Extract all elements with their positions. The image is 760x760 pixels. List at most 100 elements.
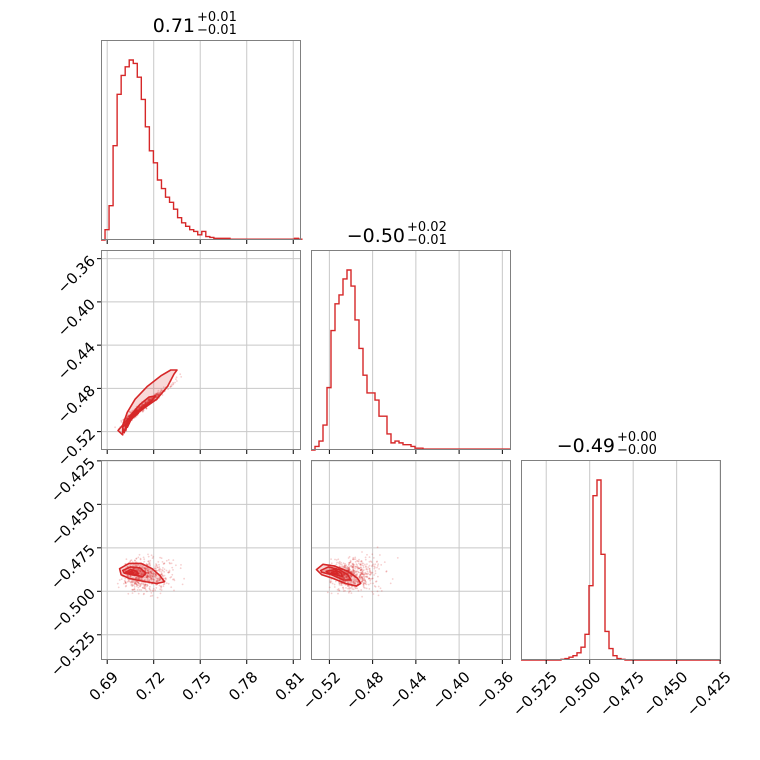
scatter-point <box>144 587 147 590</box>
scatter-point <box>160 585 162 588</box>
scatter-point <box>358 576 360 579</box>
scatter-point <box>359 576 361 578</box>
scatter-point <box>162 386 165 388</box>
y-tick-label: −0.525 <box>47 628 99 680</box>
scatter-point <box>362 583 365 586</box>
scatter-point <box>353 581 355 584</box>
scatter-point <box>350 565 353 568</box>
scatter-point <box>156 596 159 599</box>
scatter-point <box>348 567 351 570</box>
scatter-point <box>343 573 346 576</box>
scatter-point <box>158 578 161 581</box>
scatter-point <box>170 562 173 565</box>
scatter-point <box>140 573 143 576</box>
scatter-point <box>134 571 137 574</box>
scatter-point <box>149 570 152 572</box>
panel-background <box>521 460 721 660</box>
scatter-point <box>361 580 364 582</box>
scatter-point <box>337 558 340 561</box>
title-plus: +0.01 <box>197 10 237 25</box>
scatter-point <box>367 577 370 580</box>
scatter-point <box>147 553 149 556</box>
scatter-point <box>139 407 142 410</box>
scatter-point <box>359 563 362 565</box>
title-plus: +0.02 <box>407 220 447 235</box>
scatter-point <box>143 568 146 570</box>
scatter-point <box>143 558 146 561</box>
scatter-point <box>168 571 171 573</box>
scatter-point <box>135 565 138 567</box>
scatter-point <box>359 563 362 566</box>
scatter-point <box>146 567 149 570</box>
scatter-point <box>158 584 161 587</box>
scatter-point <box>147 578 149 580</box>
scatter-point <box>146 568 149 571</box>
scatter-point <box>127 575 130 577</box>
scatter-point <box>369 579 372 582</box>
scatter-point <box>360 569 362 572</box>
title-median: −0.50 <box>347 225 405 247</box>
scatter-point <box>345 575 348 578</box>
scatter-point <box>158 570 161 573</box>
scatter-point <box>172 381 174 384</box>
scatter-point <box>341 565 344 568</box>
scatter-point <box>348 567 350 569</box>
scatter-point <box>362 573 365 576</box>
scatter-point <box>139 570 142 572</box>
x-tick-label: −0.48 <box>342 668 387 713</box>
scatter-point <box>144 403 146 406</box>
scatter-point <box>396 557 399 559</box>
scatter-point <box>362 574 365 577</box>
scatter-point <box>158 577 161 579</box>
panel-title: −0.49 +0.00−0.00 <box>557 430 657 458</box>
scatter-point <box>159 578 162 581</box>
scatter-point <box>354 580 357 583</box>
scatter-point <box>351 566 354 569</box>
scatter-point <box>160 573 163 576</box>
scatter-point <box>357 571 360 573</box>
scatter-point <box>118 579 121 581</box>
scatter-point <box>362 585 365 588</box>
scatter-point <box>144 584 146 587</box>
scatter-point <box>146 575 149 578</box>
scatter-point <box>363 578 365 581</box>
scatter-point <box>351 565 354 568</box>
scatter-point <box>346 576 349 579</box>
scatter-point <box>145 407 148 410</box>
scatter-point <box>146 583 149 586</box>
scatter-point <box>140 572 142 574</box>
scatter-point <box>150 574 152 577</box>
scatter-point <box>135 577 138 580</box>
scatter-point <box>147 571 150 574</box>
scatter-point <box>361 572 363 575</box>
scatter-point <box>363 573 365 576</box>
scatter-point <box>155 563 157 565</box>
scatter-point <box>144 569 147 572</box>
scatter-point <box>127 415 129 418</box>
scatter-point <box>147 579 150 582</box>
scatter-point <box>154 572 157 575</box>
scatter-point <box>350 571 352 573</box>
scatter-point <box>360 572 363 575</box>
scatter-point <box>139 573 142 576</box>
scatter-point <box>353 572 356 574</box>
scatter-point <box>329 580 332 582</box>
scatter-point <box>376 566 378 569</box>
scatter-point <box>355 580 358 583</box>
scatter-point <box>160 585 163 587</box>
scatter-point <box>141 573 144 576</box>
scatter-point <box>147 399 150 401</box>
scatter-point <box>342 577 345 579</box>
scatter-point <box>135 576 138 579</box>
scatter-point <box>141 404 144 407</box>
scatter-point <box>354 587 357 590</box>
scatter-point <box>361 577 364 579</box>
scatter-point <box>136 580 139 583</box>
scatter-point <box>140 573 143 575</box>
scatter-point <box>175 376 178 379</box>
scatter-point <box>365 565 367 568</box>
scatter-point <box>375 580 377 583</box>
scatter-point <box>142 405 145 408</box>
scatter-point <box>144 568 147 570</box>
scatter-point <box>140 405 143 408</box>
